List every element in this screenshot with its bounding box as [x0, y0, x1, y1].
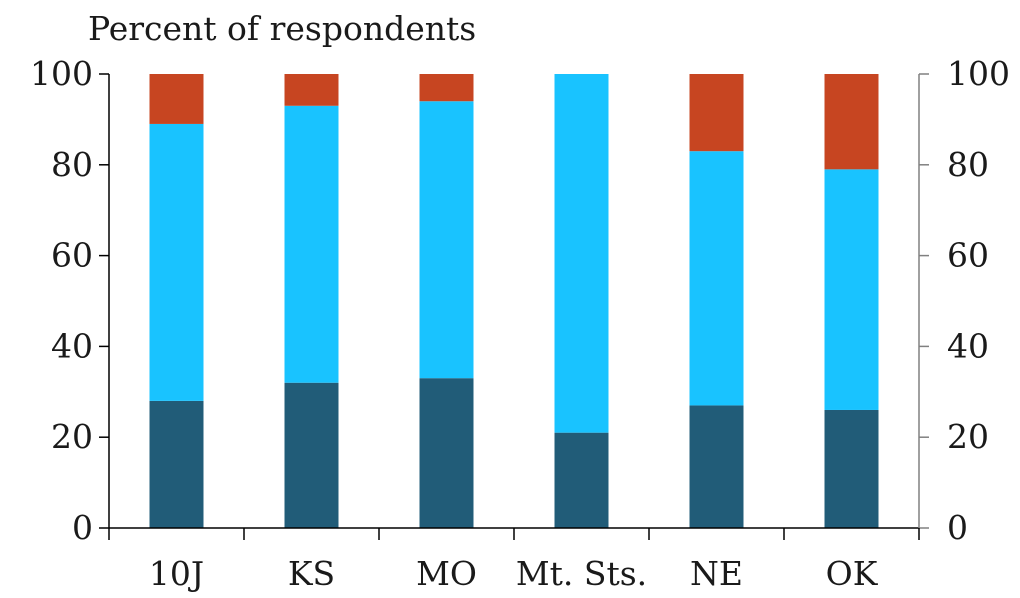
left-y-tick-label: 20 [51, 417, 93, 456]
left-y-tick-label: 60 [51, 236, 93, 275]
left-y-tick-label: 40 [51, 326, 93, 365]
x-category-label: OK [826, 554, 879, 593]
bar-ne-series-3 [689, 74, 744, 152]
bar-ks-series-3 [284, 74, 339, 106]
bar-ok-series-2 [824, 169, 879, 410]
right-y-tick-label: 100 [947, 54, 1010, 93]
left-y-tick-label: 100 [30, 54, 93, 93]
bar-ok-series-3 [824, 74, 879, 170]
x-category-label: MO [416, 554, 477, 593]
bar-mt-sts-series-1 [554, 432, 609, 528]
right-y-tick-label: 0 [947, 508, 968, 547]
bar-ks-series-2 [284, 105, 339, 383]
axes-group [108, 74, 920, 529]
bar-ok-series-1 [824, 409, 879, 528]
bar-ne-series-2 [689, 151, 744, 406]
ticks-group: 0 0 20 20 40 40 60 60 80 80 100 100 10J KS MO Mt. Sts. N… [30, 54, 1010, 593]
left-y-tick-label: 0 [72, 508, 93, 547]
left-y-tick-label: 80 [51, 145, 93, 184]
bar-10j-series-3 [149, 74, 204, 124]
right-y-tick-label: 20 [947, 417, 989, 456]
bar-mo-series-1 [419, 378, 474, 528]
bar-mo-series-2 [419, 101, 474, 379]
bar-mo-series-3 [419, 74, 474, 102]
right-y-tick-label: 40 [947, 326, 989, 365]
bar-10j-series-1 [149, 400, 204, 528]
bar-10j-series-2 [149, 123, 204, 401]
y-axis-title: Percent of respondents [88, 9, 476, 48]
bar-ks-series-1 [284, 382, 339, 528]
right-y-tick-label: 60 [947, 236, 989, 275]
bar-ne-series-1 [689, 405, 744, 528]
x-category-label: 10J [149, 554, 204, 593]
bar-mt-sts-series-2 [554, 74, 609, 433]
bars-group [149, 74, 879, 528]
x-category-label: KS [288, 554, 335, 593]
right-y-tick-label: 80 [947, 145, 989, 184]
x-category-label: NE [690, 554, 743, 593]
x-category-label: Mt. Sts. [516, 554, 647, 593]
